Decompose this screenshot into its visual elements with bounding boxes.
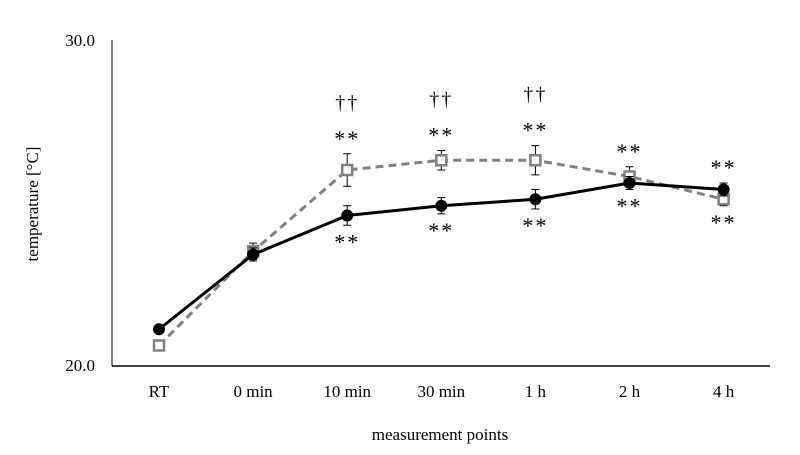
data-point <box>529 154 542 167</box>
significance-marker: ** <box>617 194 643 219</box>
data-point <box>340 163 354 177</box>
data-point <box>152 339 166 352</box>
series-line <box>157 158 724 347</box>
x-tick-label: RT <box>149 382 170 401</box>
data-point <box>247 248 260 261</box>
significance-marker: ** <box>522 213 548 238</box>
x-tick-label: 0 min <box>233 382 273 401</box>
x-axis-title: measurement points <box>372 425 508 444</box>
x-tick-label: 30 min <box>417 382 465 401</box>
data-point <box>153 323 165 336</box>
y-axis-title: temperature [°C] <box>23 147 42 262</box>
dagger-marker: †† <box>335 92 359 114</box>
data-point <box>623 177 636 189</box>
significance-marker: ** <box>334 229 360 254</box>
significance-marker: ** <box>711 155 737 180</box>
significance-marker: ** <box>428 123 454 148</box>
significance-marker: ** <box>428 218 454 243</box>
significance-marker: ** <box>711 210 737 235</box>
data-point <box>529 193 542 206</box>
x-tick-label: 4 h <box>713 382 735 401</box>
x-tick-label: 10 min <box>323 382 371 401</box>
significance-marker: ** <box>522 118 548 143</box>
y-tick-label: 20.0 <box>65 356 95 375</box>
significance-marker: ** <box>334 126 360 151</box>
y-tick-label: 30.0 <box>65 31 95 50</box>
dagger-marker: †† <box>429 89 453 111</box>
dagger-marker: †† <box>523 84 547 106</box>
data-point <box>435 199 448 212</box>
data-point <box>341 209 354 222</box>
significance-marker: ** <box>617 139 643 164</box>
x-tick-label: 2 h <box>619 382 641 401</box>
x-tick-label: 1 h <box>525 382 547 401</box>
data-point <box>717 183 730 196</box>
data-point <box>435 154 448 167</box>
